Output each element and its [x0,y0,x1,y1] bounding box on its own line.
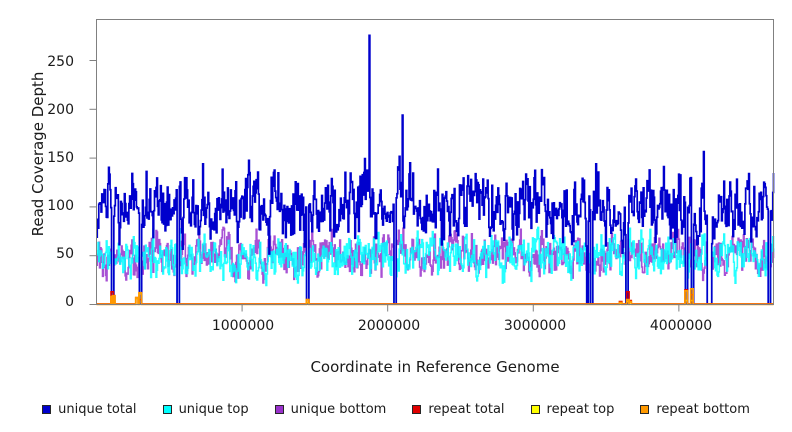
y-tick-label-250: 250 [47,54,74,70]
legend-swatch-icon [412,404,422,414]
x-tick-label-3000000: 3000000 [503,318,567,334]
legend-item-unique-top[interactable]: unique top [162,401,249,417]
legend-label: repeat top [546,401,615,417]
series-repeat-bottom [96,287,774,306]
legend-item-repeat-bottom[interactable]: repeat bottom [640,402,750,417]
legend-label: unique bottom [290,401,387,417]
legend-item-repeat-top[interactable]: repeat top [530,401,615,417]
chart-legend: unique total unique top unique bottom repea… [0,398,792,420]
series-layer [96,34,775,306]
series-repeat-top [96,292,774,305]
legend-swatch-icon [530,404,540,414]
axis-ticks [89,59,680,312]
legend-label: repeat total [428,401,505,417]
legend-swatch-icon [42,404,52,414]
x-tick-label-4000000: 4000000 [649,318,713,334]
legend-label: unique total [58,401,137,417]
legend-item-unique-total[interactable]: unique total [42,401,137,417]
legend-swatch-icon [162,404,172,414]
legend-swatch-icon [640,404,650,414]
y-tick-label-100: 100 [47,198,74,214]
legend-item-repeat-total[interactable]: repeat total [412,401,505,417]
x-tick-label-1000000: 1000000 [211,318,275,334]
legend-item-unique-bottom[interactable]: unique bottom [274,401,387,417]
legend-swatch-icon [274,404,284,414]
x-axis-title: Coordinate in Reference Genome [310,358,560,376]
series-unique-top [96,226,775,305]
y-tick-label-0: 0 [65,294,74,310]
legend-label: unique top [178,401,249,417]
series-repeat-total [96,289,774,305]
plot-frame [96,19,774,305]
series-unique-total [96,34,775,305]
y-tick-label-200: 200 [47,102,74,118]
y-tick-label-50: 50 [56,246,74,262]
legend-label: repeat bottom [656,401,750,417]
x-tick-label-2000000: 2000000 [357,318,421,334]
y-tick-label-150: 150 [47,150,74,166]
